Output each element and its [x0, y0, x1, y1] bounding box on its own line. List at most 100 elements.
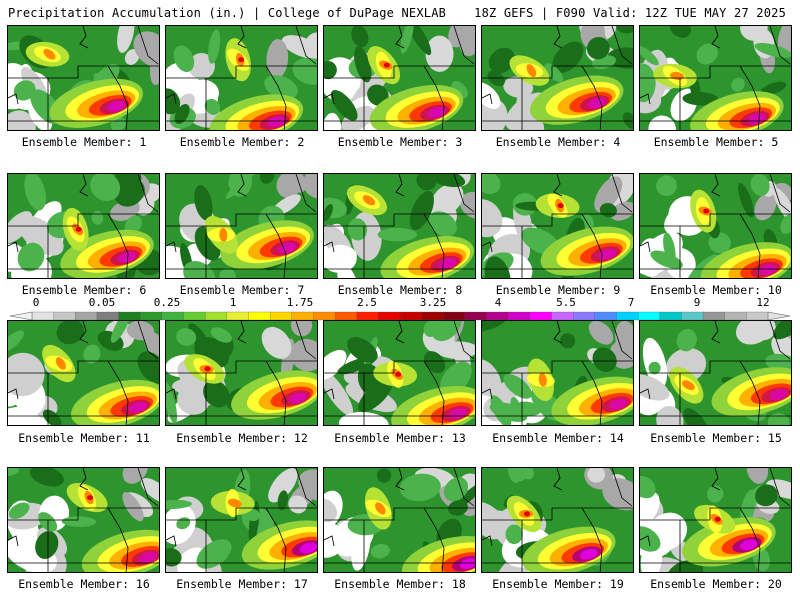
colorbar-swatch — [551, 311, 574, 321]
colorbar-swatch — [529, 311, 553, 321]
precipitation-map — [482, 468, 633, 572]
precipitation-map — [166, 26, 317, 130]
ensemble-member-map — [639, 173, 792, 279]
ensemble-member-label: Ensemble Member: 8 — [337, 283, 463, 297]
colorbar-swatch — [508, 311, 531, 321]
colorbar-tick-label: 3.25 — [419, 296, 447, 309]
precipitation-colorbar — [10, 311, 790, 321]
colorbar-max-arrow — [767, 311, 790, 321]
colorbar-tick-label: 12 — [756, 296, 770, 309]
precipitation-map — [482, 174, 633, 278]
precipitation-map — [8, 26, 159, 130]
colorbar-swatch — [464, 311, 488, 321]
ensemble-member-map — [323, 320, 476, 426]
precipitation-map — [640, 174, 791, 278]
precipitation-map — [166, 321, 317, 425]
ensemble-member-map — [7, 320, 160, 426]
colorbar-swatch — [53, 311, 76, 321]
colorbar-swatch — [724, 311, 748, 321]
colorbar-swatch — [334, 311, 358, 321]
ensemble-member-label: Ensemble Member: 13 — [334, 431, 466, 445]
colorbar-swatch — [594, 311, 618, 321]
colorbar-swatch — [269, 311, 293, 321]
run-info: 18Z GEFS | F090 Valid: 12Z TUE MAY 27 20… — [474, 6, 786, 20]
ensemble-member-label: Ensemble Member: 5 — [653, 135, 779, 149]
precipitation-map — [640, 26, 791, 130]
precipitation-map — [8, 468, 159, 572]
colorbar-swatch — [356, 311, 380, 321]
colorbar-min-arrow — [10, 311, 33, 321]
precipitation-map — [482, 26, 633, 130]
colorbar-swatch — [226, 311, 250, 321]
ensemble-member-map — [165, 467, 318, 573]
ensemble-member-label: Ensemble Member: 3 — [337, 135, 463, 149]
colorbar-tick-label: 5.5 — [556, 296, 576, 309]
colorbar-tick-label: 4 — [494, 296, 502, 309]
precipitation-map — [324, 321, 475, 425]
ensemble-member-map — [323, 467, 476, 573]
colorbar-swatch — [637, 311, 661, 321]
ensemble-member-label: Ensemble Member: 12 — [176, 431, 308, 445]
colorbar-swatch — [746, 311, 769, 321]
colorbar-swatch — [205, 311, 228, 321]
colorbar-swatch — [659, 311, 683, 321]
ensemble-member-label: Ensemble Member: 14 — [492, 431, 624, 445]
ensemble-member-map — [481, 467, 634, 573]
colorbar-swatch — [118, 311, 141, 321]
ensemble-member-label: Ensemble Member: 17 — [176, 577, 308, 591]
ensemble-member-label: Ensemble Member: 10 — [650, 283, 782, 297]
colorbar-swatch — [681, 311, 704, 321]
colorbar-tick-label: 1 — [229, 296, 237, 309]
ensemble-member-map — [7, 467, 160, 573]
colorbar-swatch — [443, 311, 466, 321]
colorbar-tick-label: 2.5 — [357, 296, 377, 309]
colorbar-swatch — [399, 311, 423, 321]
ensemble-member-label: Ensemble Member: 1 — [21, 135, 147, 149]
ensemble-member-label: Ensemble Member: 20 — [650, 577, 782, 591]
precipitation-map — [324, 468, 475, 572]
colorbar-tick-label: 1.75 — [286, 296, 314, 309]
colorbar-swatch — [161, 311, 185, 321]
precipitation-map — [482, 321, 633, 425]
colorbar-swatch — [96, 311, 120, 321]
colorbar-tick-label: 0.05 — [88, 296, 116, 309]
ensemble-member-map — [639, 320, 792, 426]
ensemble-member-map — [165, 320, 318, 426]
ensemble-member-map — [323, 173, 476, 279]
ensemble-member-label: Ensemble Member: 18 — [334, 577, 466, 591]
ensemble-member-map — [639, 467, 792, 573]
precipitation-map — [640, 321, 791, 425]
colorbar-tick-label: 0.25 — [153, 296, 181, 309]
precipitation-map — [166, 468, 317, 572]
ensemble-member-map — [165, 25, 318, 131]
ensemble-member-label: Ensemble Member: 11 — [18, 431, 150, 445]
ensemble-member-label: Ensemble Member: 16 — [18, 577, 150, 591]
ensemble-member-label: Ensemble Member: 2 — [179, 135, 305, 149]
colorbar-swatch — [378, 311, 401, 321]
ensemble-member-map — [7, 173, 160, 279]
colorbar-swatch — [313, 311, 336, 321]
precipitation-map — [640, 468, 791, 572]
ensemble-member-map — [323, 25, 476, 131]
colorbar-swatch — [486, 311, 509, 321]
ensemble-member-label: Ensemble Member: 9 — [495, 283, 621, 297]
ensemble-member-label: Ensemble Member: 4 — [495, 135, 621, 149]
precipitation-map — [324, 174, 475, 278]
chart-title: Precipitation Accumulation (in.) | Colle… — [8, 6, 447, 20]
ensemble-member-label: Ensemble Member: 19 — [492, 577, 624, 591]
colorbar-swatch — [291, 311, 315, 321]
ensemble-member-label: Ensemble Member: 6 — [21, 283, 147, 297]
colorbar-swatch — [616, 311, 639, 321]
ensemble-member-label: Ensemble Member: 7 — [179, 283, 305, 297]
precipitation-map — [8, 174, 159, 278]
ensemble-member-map — [639, 25, 792, 131]
precipitation-map — [166, 174, 317, 278]
colorbar-swatch — [31, 311, 55, 321]
colorbar-swatch — [183, 311, 206, 321]
colorbar-swatch — [75, 311, 98, 321]
ensemble-member-map — [165, 173, 318, 279]
colorbar-swatch — [421, 311, 444, 321]
ensemble-member-map — [481, 173, 634, 279]
ensemble-member-map — [481, 320, 634, 426]
ensemble-member-label: Ensemble Member: 15 — [650, 431, 782, 445]
